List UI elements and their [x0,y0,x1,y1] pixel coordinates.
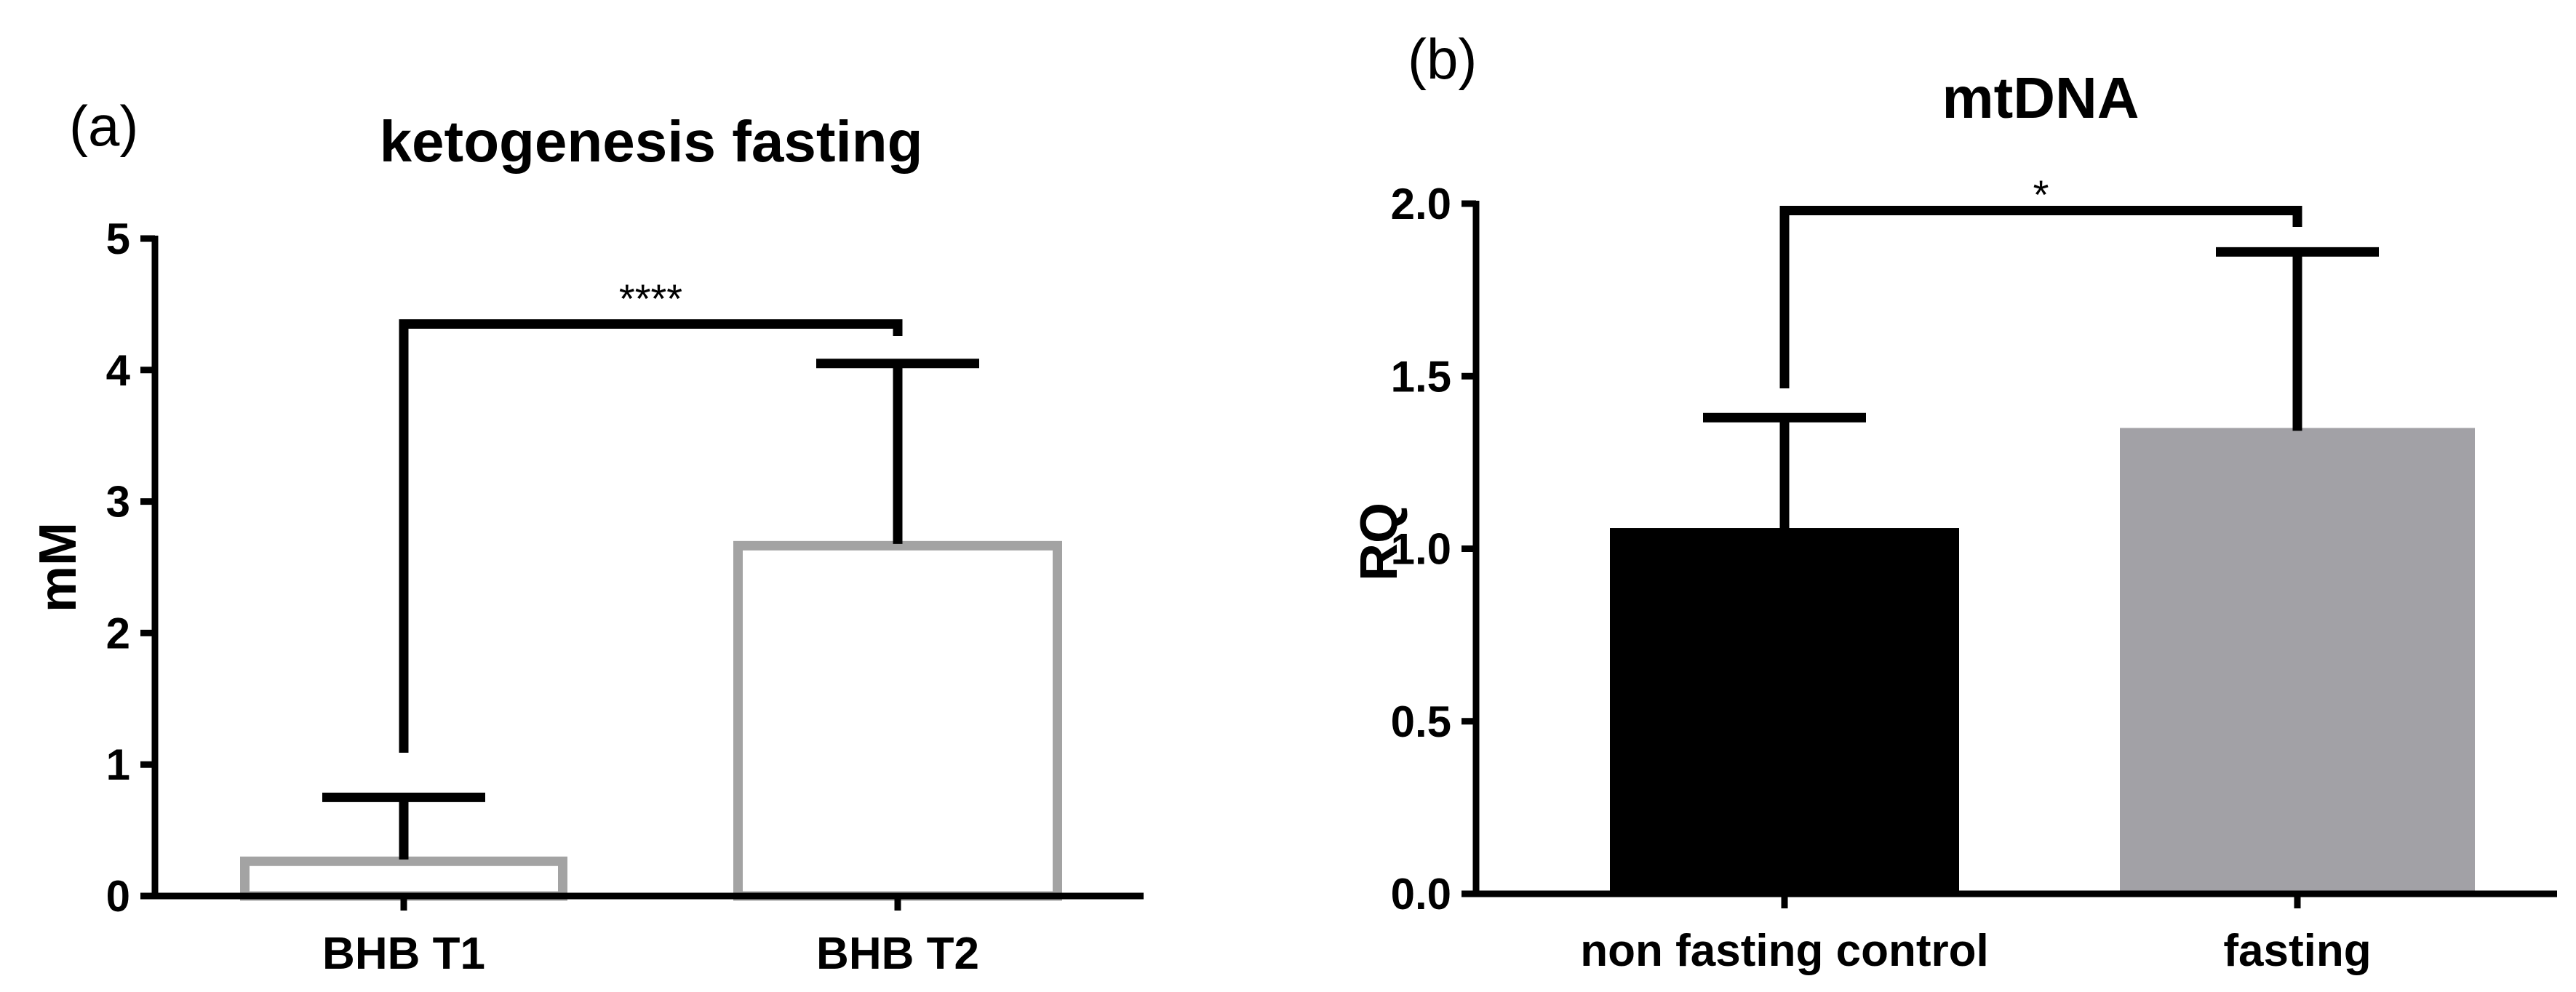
panel-label-a: (a) [69,94,138,158]
error-bar-b-1 [1703,417,1866,531]
bar-a-2 [738,545,1058,896]
x-category-label-a-2: BHB T2 [816,929,979,979]
chart-panel-b: (b) mtDNA RQ 0.00.51.01.52.0 non fasting… [1350,27,2557,976]
chart-title-a: ketogenesis fasting [380,109,923,174]
y-tick-label-a-2: 2 [106,609,130,657]
y-tick-label-a-3: 3 [106,478,130,527]
bars-a [245,545,1058,896]
x-category-label-b-2: fasting [2223,926,2371,976]
x-category-label-b-1: non fasting control [1580,926,1988,976]
significance-b: * [1785,172,2297,388]
panel-label-b: (b) [1408,27,1477,91]
y-tick-label-a-5: 5 [106,215,130,263]
y-tick-label-b-4: 2.0 [1391,180,1451,228]
y-ticks-a: 0 1 2 3 4 5 [106,215,155,921]
x-category-label-a-1: BHB T1 [322,929,485,979]
y-tick-label-b-0: 0.0 [1391,870,1451,919]
y-tick-label-a-0: 0 [106,872,130,921]
error-bar-a-1 [322,797,485,859]
error-bar-a-2 [816,364,979,544]
bar-a-1 [245,861,563,896]
y-ticks-b: 0.0 0.5 1.0 1.5 2.0 [1391,180,1476,919]
x-categories-a: BHB T1 BHB T2 [322,896,979,979]
y-tick-label-a-1: 1 [106,740,130,789]
significance-label-b: * [2033,172,2049,217]
y-tick-label-a-4: 4 [106,346,131,395]
x-categories-b: non fasting control fasting [1580,894,2371,976]
error-bar-b-2 [2216,252,2379,431]
chart-title-b: mtDNA [1942,65,2139,130]
y-axis-label-a: mM [29,522,87,612]
y-tick-label-b-2: 1.0 [1391,525,1451,574]
significance-bracket-b [1785,210,2297,388]
bars-b [1610,428,2475,894]
bar-b-1 [1610,528,1959,894]
significance-label-a: **** [619,276,682,321]
y-tick-label-b-3: 1.5 [1391,352,1451,401]
figure: (a) ketogenesis fasting mM 0 1 2 3 4 5 BHB T1… [0,0,2576,992]
bar-b-2 [2120,428,2475,894]
chart-panel-a: (a) ketogenesis fasting mM 0 1 2 3 4 5 BHB T1… [29,94,1144,979]
y-tick-label-b-1: 0.5 [1391,697,1451,746]
